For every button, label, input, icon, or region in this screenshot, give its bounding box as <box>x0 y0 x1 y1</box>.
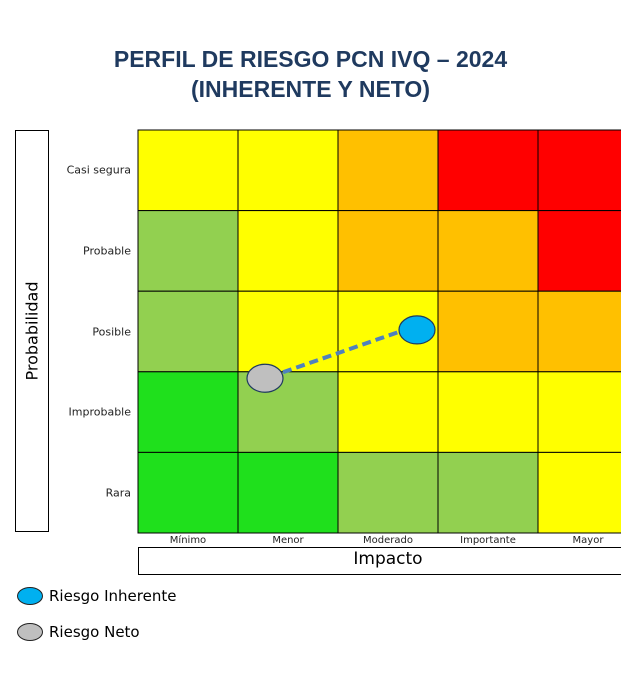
matrix-cell-5-2 <box>237 451 339 534</box>
matrix-cell-3-4 <box>437 290 539 373</box>
matrix-cell-5-4 <box>437 451 539 534</box>
matrix-cell-5-3 <box>337 451 439 534</box>
matrix-cell-2-3 <box>337 210 439 292</box>
legend-marker-neto <box>17 623 43 641</box>
matrix-cell-2-1 <box>137 210 239 292</box>
x-axis-label-box <box>138 547 621 575</box>
row-label: Improbable <box>68 405 131 419</box>
legend-item-neto: Riesgo Neto <box>17 622 140 642</box>
matrix-cell-1-1 <box>137 129 239 212</box>
column-label: Menor <box>272 535 304 546</box>
matrix-cell-1-5 <box>537 129 621 212</box>
matrix-cell-3-1 <box>137 290 239 373</box>
column-label: Moderado <box>363 535 413 546</box>
row-label: Rara <box>105 486 131 500</box>
matrix-cell-2-2 <box>237 210 339 292</box>
matrix-cell-4-1 <box>137 371 239 453</box>
matrix-cell-5-1 <box>137 451 239 534</box>
matrix-cell-2-5 <box>537 210 621 292</box>
x-axis-label: Impacto <box>353 549 423 569</box>
y-axis-label-box <box>15 130 49 532</box>
row-label: Casi segura <box>66 163 131 177</box>
row-label: Posible <box>92 325 131 338</box>
chart-title-line-2: (INHERENTE Y NETO) <box>191 76 430 102</box>
matrix-cell-1-2 <box>237 129 339 212</box>
matrix-cell-4-4 <box>437 371 539 453</box>
matrix-cell-5-5 <box>537 451 621 534</box>
matrix-cell-2-4 <box>437 210 539 292</box>
legend-marker-inherente <box>17 587 43 605</box>
column-label: Mínimo <box>169 535 207 546</box>
column-label: Importante <box>460 535 516 546</box>
matrix-cell-4-3 <box>337 371 439 453</box>
legend-label-neto: Riesgo Neto <box>49 623 140 641</box>
matrix-cell-1-3 <box>337 129 439 212</box>
column-label: Mayor <box>572 535 604 546</box>
net-risk-marker <box>246 363 284 393</box>
inherent-risk-marker <box>398 315 436 345</box>
row-label: Probable <box>83 244 131 258</box>
legend-label-inherente: Riesgo Inherente <box>49 587 177 605</box>
risk-connector-line <box>282 329 400 375</box>
chart-title-line-1: PERFIL DE RIESGO PCN IVQ – 2024 <box>113 46 508 72</box>
legend-item-inherente: Riesgo Inherente <box>17 586 176 606</box>
matrix-cell-3-2 <box>237 290 339 373</box>
matrix-cell-1-4 <box>437 129 539 212</box>
matrix-cell-4-5 <box>537 371 621 453</box>
matrix-cell-3-5 <box>537 290 621 373</box>
